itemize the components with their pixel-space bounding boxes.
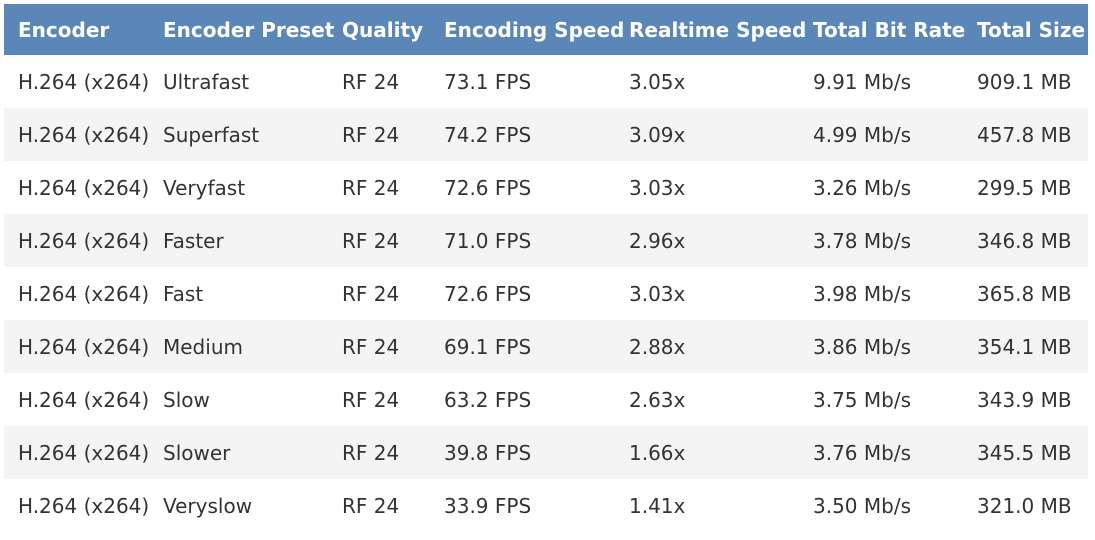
encoding-results-table-container: Encoder Encoder Preset Quality Encoding …: [4, 4, 1088, 532]
encoding-results-table: Encoder Encoder Preset Quality Encoding …: [4, 4, 1088, 532]
cell-realtime-speed: 3.09x: [629, 122, 686, 147]
cell-realtime-speed: 3.03x: [629, 281, 686, 306]
cell-encoder: H.264 (x264): [18, 440, 150, 465]
header-realtime-speed: Realtime Speed: [629, 17, 807, 42]
table-row: H.264 (x264) Superfast RF 24 74.2 FPS 3.09x 4…: [4, 108, 1088, 161]
table-row: H.264 (x264) Ultrafast RF 24 73.1 FPS 3.05x 9…: [4, 55, 1088, 108]
cell-total-bit-rate: 3.98 Mb/s: [813, 281, 911, 306]
header-total-bit-rate: Total Bit Rate: [813, 17, 966, 42]
table-row: H.264 (x264) Slow RF 24 63.2 FPS 2.63x 3.75 M…: [4, 373, 1088, 426]
cell-encoder: H.264 (x264): [18, 122, 150, 147]
cell-encoder-preset: Medium: [163, 334, 243, 359]
cell-encoder-preset: Slow: [163, 387, 210, 412]
cell-total-size: 345.5 MB: [977, 440, 1072, 465]
cell-encoding-speed: 72.6 FPS: [444, 281, 532, 306]
cell-realtime-speed: 3.05x: [629, 69, 686, 94]
cell-quality: RF 24: [342, 387, 400, 412]
cell-encoding-speed: 72.6 FPS: [444, 175, 532, 200]
table-row: H.264 (x264) Faster RF 24 71.0 FPS 2.96x 3.78…: [4, 214, 1088, 267]
cell-total-size: 365.8 MB: [977, 281, 1072, 306]
cell-encoder-preset: Superfast: [163, 122, 260, 147]
cell-total-size: 909.1 MB: [977, 69, 1072, 94]
cell-total-bit-rate: 3.78 Mb/s: [813, 228, 911, 253]
cell-total-bit-rate: 3.26 Mb/s: [813, 175, 911, 200]
cell-encoding-speed: 73.1 FPS: [444, 69, 532, 94]
header-encoder: Encoder: [18, 17, 110, 42]
cell-quality: RF 24: [342, 175, 400, 200]
cell-quality: RF 24: [342, 228, 400, 253]
table-body: H.264 (x264) Ultrafast RF 24 73.1 FPS 3.05x 9…: [4, 55, 1088, 532]
table-row: H.264 (x264) Veryslow RF 24 33.9 FPS 1.41x 3.…: [4, 479, 1088, 532]
header-encoder-preset: Encoder Preset: [163, 17, 335, 42]
cell-total-size: 354.1 MB: [977, 334, 1072, 359]
cell-encoder: H.264 (x264): [18, 281, 150, 306]
cell-quality: RF 24: [342, 281, 400, 306]
cell-encoder-preset: Ultrafast: [163, 69, 250, 94]
cell-encoding-speed: 71.0 FPS: [444, 228, 532, 253]
cell-total-bit-rate: 3.86 Mb/s: [813, 334, 911, 359]
cell-realtime-speed: 1.66x: [629, 440, 686, 465]
header-total-size: Total Size: [977, 17, 1086, 42]
cell-total-bit-rate: 3.76 Mb/s: [813, 440, 911, 465]
cell-encoder-preset: Veryfast: [163, 175, 246, 200]
cell-total-size: 346.8 MB: [977, 228, 1072, 253]
cell-realtime-speed: 2.88x: [629, 334, 686, 359]
cell-encoder: H.264 (x264): [18, 387, 150, 412]
header-encoding-speed: Encoding Speed: [444, 17, 625, 42]
header-row: Encoder Encoder Preset Quality Encoding …: [4, 4, 1088, 55]
cell-total-size: 321.0 MB: [977, 493, 1072, 518]
cell-encoder-preset: Fast: [163, 281, 204, 306]
cell-encoder: H.264 (x264): [18, 334, 150, 359]
cell-quality: RF 24: [342, 334, 400, 359]
cell-encoder: H.264 (x264): [18, 175, 150, 200]
cell-total-bit-rate: 3.50 Mb/s: [813, 493, 911, 518]
cell-total-bit-rate: 9.91 Mb/s: [813, 69, 911, 94]
table-header: Encoder Encoder Preset Quality Encoding …: [4, 4, 1088, 55]
table-row: H.264 (x264) Fast RF 24 72.6 FPS 3.03x 3.98 M…: [4, 267, 1088, 320]
table-row: H.264 (x264) Veryfast RF 24 72.6 FPS 3.03x 3.…: [4, 161, 1088, 214]
cell-total-bit-rate: 3.75 Mb/s: [813, 387, 911, 412]
cell-total-bit-rate: 4.99 Mb/s: [813, 122, 911, 147]
cell-total-size: 299.5 MB: [977, 175, 1072, 200]
cell-encoder-preset: Veryslow: [163, 493, 253, 518]
cell-total-size: 457.8 MB: [977, 122, 1072, 147]
cell-quality: RF 24: [342, 440, 400, 465]
cell-encoder: H.264 (x264): [18, 493, 150, 518]
cell-total-size: 343.9 MB: [977, 387, 1072, 412]
cell-encoding-speed: 74.2 FPS: [444, 122, 532, 147]
table-row: H.264 (x264) Slower RF 24 39.8 FPS 1.66x 3.76…: [4, 426, 1088, 479]
cell-quality: RF 24: [342, 122, 400, 147]
cell-encoding-speed: 39.8 FPS: [444, 440, 532, 465]
cell-quality: RF 24: [342, 493, 400, 518]
cell-encoding-speed: 33.9 FPS: [444, 493, 532, 518]
cell-realtime-speed: 2.63x: [629, 387, 686, 412]
header-quality: Quality: [342, 17, 424, 42]
cell-encoder: H.264 (x264): [18, 69, 150, 94]
cell-encoding-speed: 69.1 FPS: [444, 334, 532, 359]
cell-encoder-preset: Faster: [163, 228, 224, 253]
cell-encoder-preset: Slower: [163, 440, 231, 465]
cell-encoding-speed: 63.2 FPS: [444, 387, 532, 412]
cell-encoder: H.264 (x264): [18, 228, 150, 253]
cell-quality: RF 24: [342, 69, 400, 94]
cell-realtime-speed: 1.41x: [629, 493, 686, 518]
cell-realtime-speed: 2.96x: [629, 228, 686, 253]
cell-realtime-speed: 3.03x: [629, 175, 686, 200]
table-row: H.264 (x264) Medium RF 24 69.1 FPS 2.88x 3.86…: [4, 320, 1088, 373]
